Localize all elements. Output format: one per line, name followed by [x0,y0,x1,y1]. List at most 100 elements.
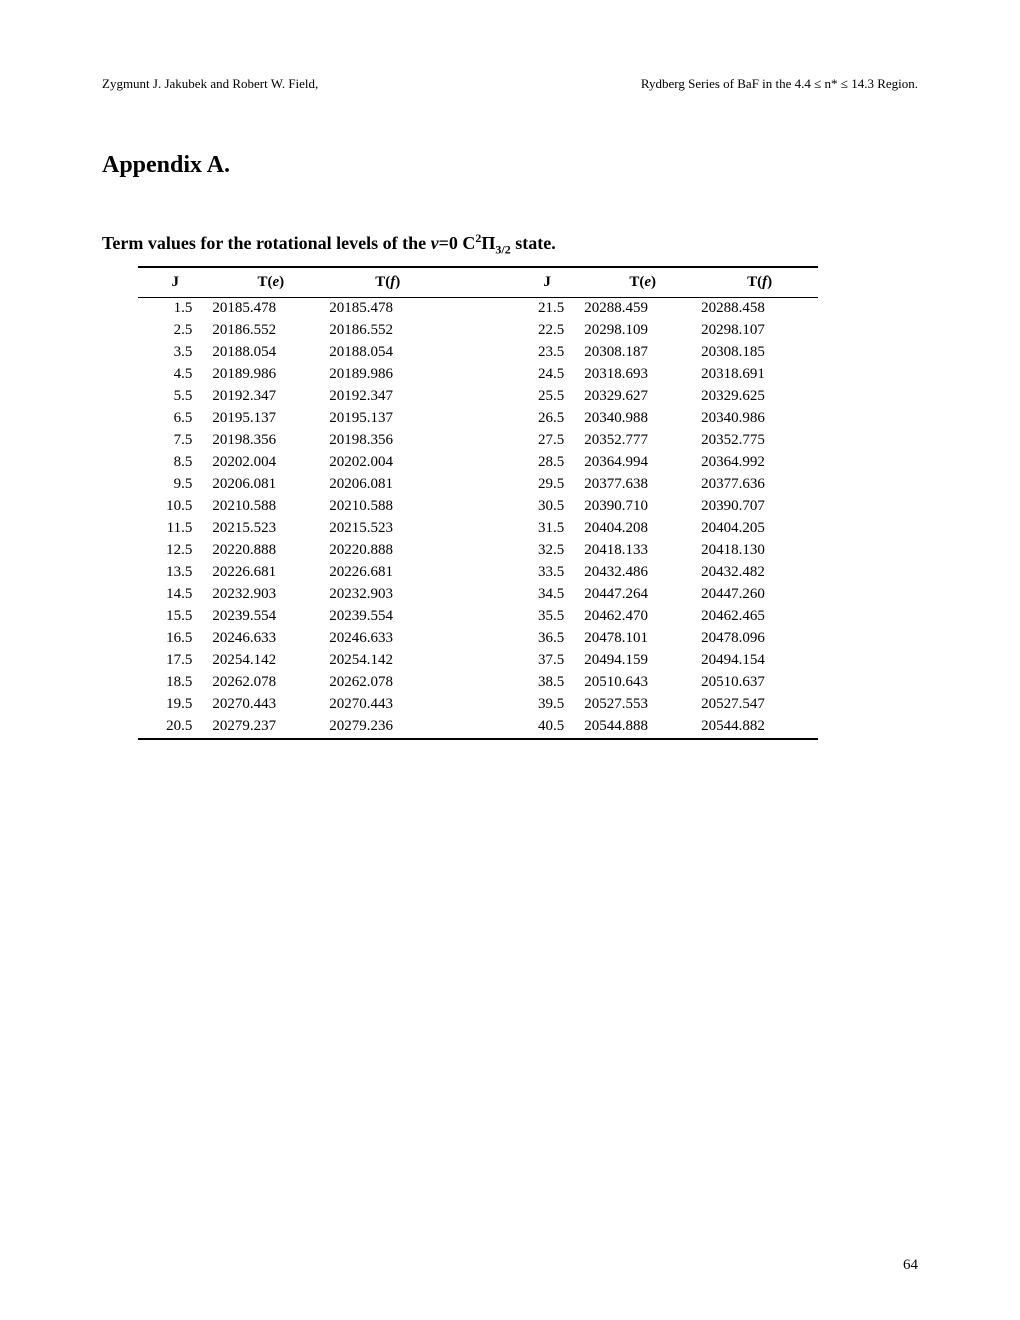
cell-te2: 20340.988 [584,408,701,430]
cell-tf2: 20308.185 [701,342,818,364]
table-row: 18.520262.07820262.07838.520510.64320510… [138,672,818,694]
cell-gap [446,496,510,518]
cell-te1: 20188.054 [212,342,329,364]
cell-te1: 20189.986 [212,364,329,386]
cell-tf1: 20206.081 [329,474,446,496]
cell-te2: 20364.994 [584,452,701,474]
cell-j2: 32.5 [510,540,584,562]
cell-j2: 38.5 [510,672,584,694]
cell-te2: 20404.208 [584,518,701,540]
cell-tf2: 20478.096 [701,628,818,650]
cell-gap [446,672,510,694]
cell-tf2: 20544.882 [701,716,818,739]
cell-gap [446,320,510,342]
cell-gap [446,716,510,739]
cell-tf1: 20195.137 [329,408,446,430]
table-row: 8.520202.00420202.00428.520364.99420364.… [138,452,818,474]
cell-te2: 20462.470 [584,606,701,628]
col-header-tf1: T(f) [329,267,446,298]
cell-j2: 23.5 [510,342,584,364]
cell-tf1: 20188.054 [329,342,446,364]
cell-j2: 25.5 [510,386,584,408]
cell-j1: 15.5 [138,606,212,628]
cell-te1: 20270.443 [212,694,329,716]
cell-gap [446,474,510,496]
cell-gap [446,584,510,606]
cell-tf2: 20318.691 [701,364,818,386]
table-container: J T(e) T(f) J T(e) T(f) 1.520185.4782018… [138,266,818,740]
cell-tf1: 20185.478 [329,297,446,320]
page-number: 64 [903,1257,918,1274]
page-header: Zygmunt J. Jakubek and Robert W. Field, … [102,76,918,92]
cell-j1: 19.5 [138,694,212,716]
cell-j1: 7.5 [138,430,212,452]
cell-tf1: 20254.142 [329,650,446,672]
cell-gap [446,628,510,650]
caption-eq: =0 C [439,233,476,253]
cell-j1: 17.5 [138,650,212,672]
cell-j1: 11.5 [138,518,212,540]
cell-tf2: 20364.992 [701,452,818,474]
table-row: 5.520192.34720192.34725.520329.62720329.… [138,386,818,408]
cell-te1: 20186.552 [212,320,329,342]
col-header-te1: T(e) [212,267,329,298]
cell-tf2: 20494.154 [701,650,818,672]
cell-te2: 20544.888 [584,716,701,739]
table-row: 9.520206.08120206.08129.520377.63820377.… [138,474,818,496]
header-left: Zygmunt J. Jakubek and Robert W. Field, [102,76,318,92]
cell-j1: 8.5 [138,452,212,474]
cell-tf1: 20270.443 [329,694,446,716]
cell-j1: 10.5 [138,496,212,518]
table-row: 4.520189.98620189.98624.520318.69320318.… [138,364,818,386]
cell-te1: 20195.137 [212,408,329,430]
cell-te1: 20254.142 [212,650,329,672]
cell-gap [446,430,510,452]
cell-tf1: 20192.347 [329,386,446,408]
table-row: 13.520226.68120226.68133.520432.48620432… [138,562,818,584]
table-row: 17.520254.14220254.14237.520494.15920494… [138,650,818,672]
table-row: 10.520210.58820210.58830.520390.71020390… [138,496,818,518]
table-caption: Term values for the rotational levels of… [102,231,918,258]
cell-j2: 39.5 [510,694,584,716]
cell-j2: 31.5 [510,518,584,540]
cell-j1: 20.5 [138,716,212,739]
cell-tf1: 20246.633 [329,628,446,650]
cell-tf1: 20220.888 [329,540,446,562]
cell-gap [446,452,510,474]
table-row: 12.520220.88820220.88832.520418.13320418… [138,540,818,562]
cell-te1: 20206.081 [212,474,329,496]
cell-j2: 40.5 [510,716,584,739]
cell-gap [446,386,510,408]
table-row: 20.520279.23720279.23640.520544.88820544… [138,716,818,739]
cell-tf2: 20298.107 [701,320,818,342]
cell-j1: 2.5 [138,320,212,342]
cell-j2: 21.5 [510,297,584,320]
cell-tf1: 20210.588 [329,496,446,518]
cell-te2: 20494.159 [584,650,701,672]
cell-tf1: 20226.681 [329,562,446,584]
cell-tf2: 20352.775 [701,430,818,452]
cell-gap [446,694,510,716]
cell-tf2: 20340.986 [701,408,818,430]
col-header-j1: J [138,267,212,298]
cell-te2: 20308.187 [584,342,701,364]
cell-gap [446,650,510,672]
table-row: 14.520232.90320232.90334.520447.26420447… [138,584,818,606]
cell-te2: 20390.710 [584,496,701,518]
caption-sub: 3/2 [495,243,510,257]
cell-j2: 28.5 [510,452,584,474]
caption-v: v [431,233,439,253]
cell-gap [446,342,510,364]
cell-j2: 24.5 [510,364,584,386]
cell-tf2: 20390.707 [701,496,818,518]
cell-gap [446,518,510,540]
caption-pi: Π [481,233,495,253]
cell-tf2: 20288.458 [701,297,818,320]
cell-tf2: 20462.465 [701,606,818,628]
cell-te2: 20510.643 [584,672,701,694]
cell-j1: 13.5 [138,562,212,584]
cell-j2: 33.5 [510,562,584,584]
cell-te1: 20239.554 [212,606,329,628]
cell-j1: 18.5 [138,672,212,694]
cell-tf1: 20186.552 [329,320,446,342]
